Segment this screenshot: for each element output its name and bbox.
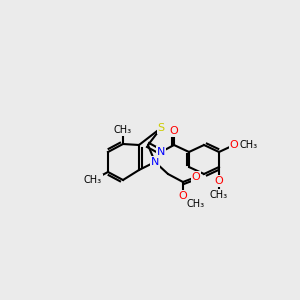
- Text: O: O: [169, 126, 178, 136]
- Text: CH₃: CH₃: [210, 190, 228, 200]
- Text: N: N: [157, 147, 165, 157]
- Text: O: O: [214, 176, 224, 186]
- Text: S: S: [158, 123, 165, 133]
- Text: CH₃: CH₃: [114, 125, 132, 135]
- Text: O: O: [178, 191, 188, 201]
- Text: CH₃: CH₃: [84, 175, 102, 185]
- Text: N: N: [151, 157, 159, 167]
- Text: CH₃: CH₃: [187, 199, 205, 209]
- Text: O: O: [230, 140, 238, 150]
- Text: CH₃: CH₃: [240, 140, 258, 150]
- Text: O: O: [192, 172, 200, 182]
